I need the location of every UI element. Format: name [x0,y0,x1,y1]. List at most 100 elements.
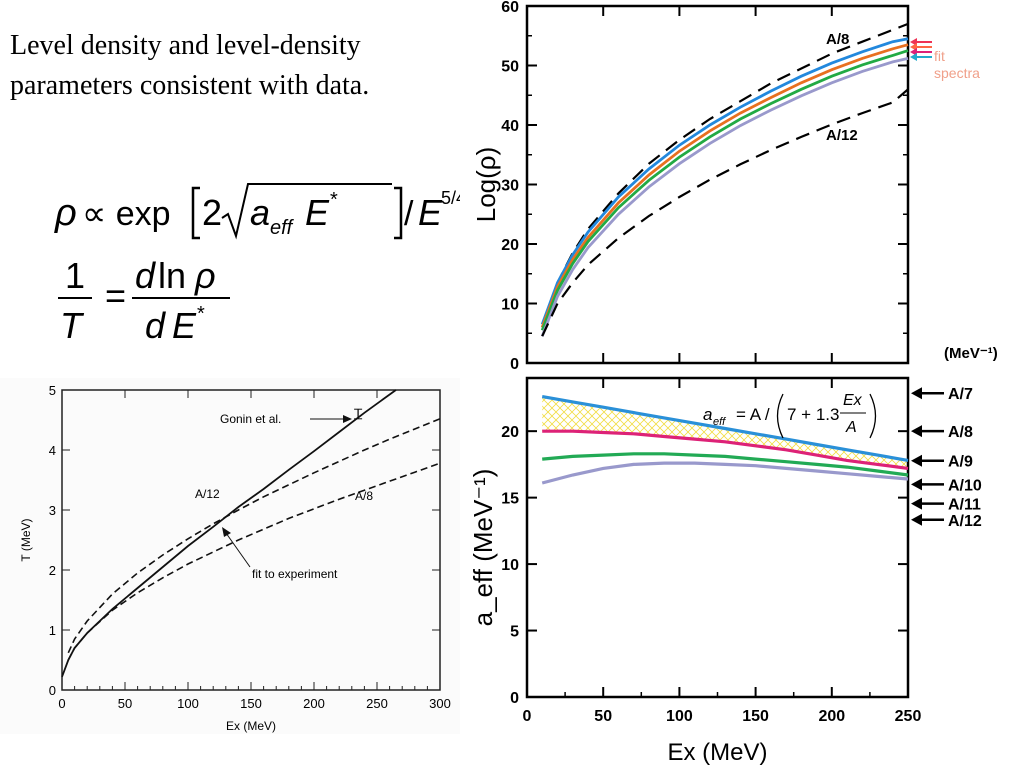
fit-arrow-head [222,527,231,537]
fit-marker-arrow [910,48,917,56]
svg-text:*: * [197,303,205,325]
annotation-gonin: Gonin et al. [220,412,281,426]
aeff-series-line-2 [542,452,909,477]
svg-text:ln: ln [158,255,186,296]
x-tick-label: 0 [58,696,65,711]
hatched-band [542,396,908,469]
x-tick-label: 100 [177,696,199,711]
series-fit-line [61,389,397,678]
svg-text:ρ: ρ [54,192,77,234]
fit-marker-arrow [910,38,917,46]
y-axis-label: a_eff (MeV⁻¹) [468,469,498,627]
formula-temperature: 1 T = d ln ρ d E * [58,255,230,346]
y-tick-label: 1 [49,623,56,638]
y-tick-label: 60 [501,0,519,16]
aeff-series-line-1 [542,429,909,470]
y-tick-label: 2 [49,563,56,578]
annotation-a12: A/12 [826,127,858,144]
y-tick-label: 0 [510,690,519,707]
y-tick-label: 20 [501,237,519,254]
svg-text:/: / [404,195,414,233]
marker-arrow-head [911,513,922,526]
y-tick-label: 40 [501,118,519,135]
units-label: (MeV⁻¹) [944,345,998,362]
svg-text:*: * [330,189,338,211]
aeff-series-line-3 [541,461,909,485]
x-tick-label: 150 [742,708,769,725]
y-tick-label: 10 [501,297,519,314]
formula-lhs-sub: eff [713,416,726,428]
gonin-arrow-head [343,415,352,423]
x-tick-label: 150 [240,696,262,711]
y-axis-label: T (MeV) [19,518,33,561]
svg-text:=: = [105,275,126,316]
svg-text:ρ: ρ [194,255,216,296]
x-tick-label: 250 [366,696,388,711]
x-tick-label: 250 [895,708,922,725]
series-A12-line [541,88,909,337]
y-tick-label: 4 [49,443,56,458]
marker-label: A/11 [948,497,981,514]
formula-frac-num: Ex [843,392,863,409]
x-tick-label: 200 [818,708,845,725]
svg-text:eff: eff [270,217,295,239]
y-tick-label: 15 [501,491,519,508]
series-a12-line [67,418,441,654]
aeff-series-line-0 [541,395,909,462]
formula-frac-den: A [845,419,857,436]
temperature-plot-frame [61,389,441,691]
aeff-plot-frame [525,376,910,699]
heading: Level density and level-density paramete… [10,26,460,106]
marker-label: A/8 [948,424,973,441]
formula-paren-inner: 7 + 1.3 [787,405,839,424]
heading-line-2: parameters consistent with data. [10,70,370,101]
annotation-a8: A/8 [355,489,373,503]
annotation-fit: fit [934,48,945,64]
svg-text:E: E [305,192,330,233]
svg-text:5/4: 5/4 [441,188,460,208]
svg-text:a: a [250,192,270,233]
annotation-a12: A/12 [195,487,220,501]
y-tick-label: 30 [501,178,519,195]
marker-arrow-head [911,478,922,491]
series-color-line-3 [540,49,909,331]
svg-text:T: T [60,305,85,346]
svg-text:d: d [135,255,156,296]
formula-paren-right [869,393,877,439]
formula-rhs: = A / [736,405,770,424]
x-tick-label: 0 [523,708,532,725]
temperature-chart-bg [0,378,460,734]
formula-paren-left [776,393,784,439]
x-axis-label: Ex (MeV) [667,739,767,766]
annotation-a8: A/8 [826,31,849,48]
fit-arrow-line [225,532,251,568]
series-A8-line [541,22,909,328]
y-axis-label: Log(ρ) [471,147,501,223]
x-tick-label: 100 [666,708,693,725]
marker-label: A/9 [948,454,973,471]
y-tick-label: 5 [510,624,519,641]
y-tick-label: 5 [49,383,56,398]
marker-arrow-head [911,454,922,467]
marker-label: A/10 [948,477,982,494]
svg-text:∝ exp: ∝ exp [82,195,171,233]
y-tick-label: 50 [501,59,519,76]
annotation-spectra: spectra [934,65,980,81]
svg-text:1: 1 [65,255,85,296]
heading-line-1: Level density and level-density [10,30,361,61]
x-axis-label: Ex (MeV) [226,719,276,733]
logrho-plot-frame [525,4,910,365]
series-a8-line [67,462,441,661]
series-color-line-4 [540,57,909,337]
marker-arrow-head [911,497,922,510]
formula-level-density: ρ ∝ exp 2 a eff E * / E 5/4 [54,183,460,240]
x-tick-label: 300 [429,696,451,711]
marker-label: A/12 [948,513,982,530]
svg-text:E: E [418,192,443,233]
y-tick-label: 0 [510,356,519,373]
y-tick-label: 0 [49,683,56,698]
y-tick-label: 3 [49,503,56,518]
